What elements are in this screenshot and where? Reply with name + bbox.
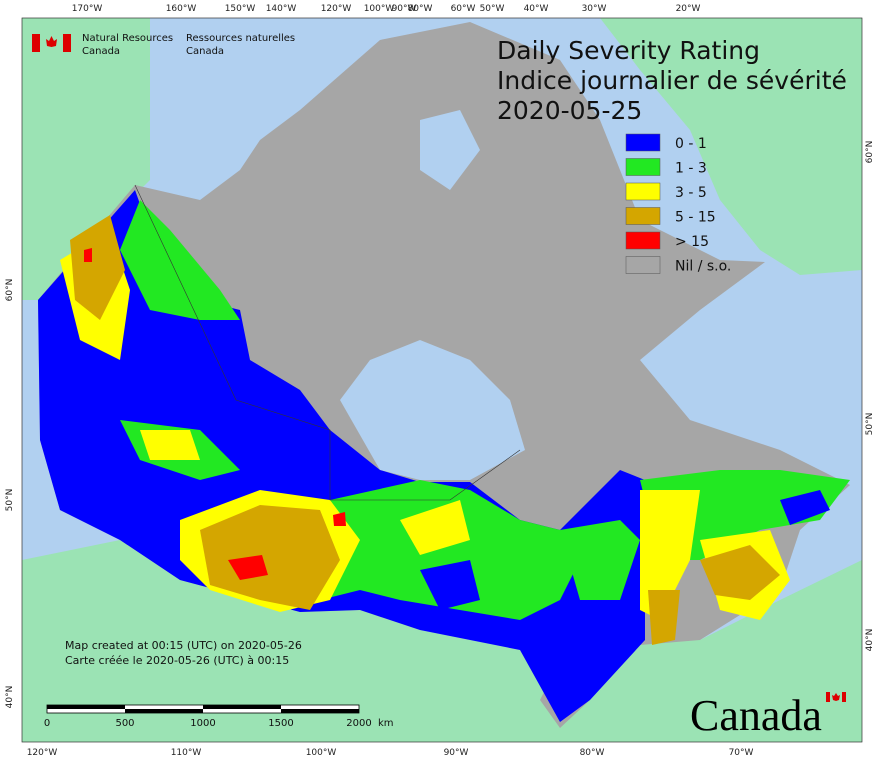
- legend-label: 5 - 15: [675, 210, 716, 226]
- canada-wordmark: Canada: [690, 691, 822, 740]
- lon-label: 40°W: [524, 4, 549, 14]
- zone-0-1: [420, 560, 480, 610]
- scale-label: 500: [115, 718, 134, 729]
- title: Indice journalier de sévérité: [497, 66, 847, 95]
- lon-label: 70°W: [729, 748, 754, 758]
- lon-label: 120°W: [321, 4, 352, 14]
- lon-label: 30°W: [582, 4, 607, 14]
- hudson-bay: [340, 340, 525, 480]
- zone-1-3: [120, 200, 240, 320]
- legend-swatch: [625, 256, 661, 274]
- greenland: [600, 18, 862, 275]
- lon-label: 60°W: [451, 4, 476, 14]
- agency-en: Canada: [82, 46, 120, 57]
- lon-label: 160°W: [166, 4, 197, 14]
- scale-label: 1000: [190, 718, 215, 729]
- lon-label: 120°W: [27, 748, 58, 758]
- title: 2020-05-25: [497, 96, 642, 125]
- agency-fr: Ressources naturelles: [186, 33, 295, 44]
- legend: 0 - 1 1 - 3 3 - 5 5 - 15 > 15 Nil / s.o.: [625, 133, 731, 275]
- lon-label: 100°W: [306, 748, 337, 758]
- frame-border: [21, 17, 863, 743]
- agency-en: Natural Resources: [82, 33, 173, 44]
- alaska: [22, 18, 150, 300]
- zone-5-15: [700, 545, 780, 600]
- nrcan-logo: Natural Resources Canada Ressources natu…: [32, 33, 295, 57]
- lat-label: 50°N: [865, 413, 875, 436]
- scale-label: 2000: [346, 718, 371, 729]
- lat-label: 60°N: [865, 141, 875, 164]
- lon-label: 100°W: [364, 4, 395, 14]
- wordmark-leaf: [832, 693, 840, 701]
- zone-gt-15: [84, 248, 92, 262]
- scale-segment: [125, 709, 203, 713]
- flag-bar: [32, 34, 40, 52]
- lat-label: 60°N: [5, 279, 15, 302]
- zone-3-5: [140, 430, 200, 460]
- legend-label: 1 - 3: [675, 161, 707, 177]
- zone-3-5: [400, 500, 470, 555]
- maple-leaf: [46, 36, 57, 47]
- legend-swatch: [625, 231, 661, 250]
- zone-3-5: [640, 490, 700, 620]
- flag-bar: [63, 34, 71, 52]
- lon-label: 90°W: [392, 4, 417, 14]
- province-border: [134, 184, 521, 501]
- legend-label: 0 - 1: [675, 136, 707, 152]
- wordmark-flag: [842, 692, 846, 702]
- legend-label: Nil / s.o.: [675, 259, 731, 275]
- lat-label: 50°N: [5, 489, 15, 512]
- legend-label: > 15: [675, 234, 709, 250]
- legend-swatch: [625, 207, 661, 225]
- scale-segment: [203, 705, 281, 709]
- scale-segment: [281, 709, 359, 713]
- lat-label: 40°N: [5, 686, 15, 709]
- agency-fr: Canada: [186, 46, 224, 57]
- lon-label: 90°W: [444, 748, 469, 758]
- zone-gt-15: [228, 555, 268, 580]
- credit: Carte créée le 2020-05-26 (UTC) à 00:15: [65, 654, 289, 667]
- lon-label: 150°W: [225, 4, 256, 14]
- lon-label: 140°W: [266, 4, 297, 14]
- lon-label: 80°W: [580, 748, 605, 758]
- map-frame: [21, 17, 863, 743]
- zone-5-15: [70, 215, 125, 320]
- legend-swatch: [625, 182, 661, 201]
- lon-label: 80°W: [408, 4, 433, 14]
- scale-segment: [47, 705, 125, 709]
- zone-gt-15: [333, 512, 346, 526]
- zone-1-3: [300, 480, 580, 620]
- united-states: [22, 540, 862, 742]
- lon-label: 50°W: [480, 4, 505, 14]
- scale-label: 0: [44, 718, 50, 729]
- graticule-top: 170°W 160°W 150°W 140°W 120°W 100°W 90°W…: [72, 4, 701, 14]
- channel: [420, 110, 480, 190]
- lon-label: 170°W: [72, 4, 103, 14]
- title: Daily Severity Rating: [497, 36, 760, 65]
- scale-bar: 0 500 1000 1500 2000 km: [44, 704, 394, 729]
- legend-label: 3 - 5: [675, 185, 707, 201]
- credit: Map created at 00:15 (UTC) on 2020-05-26: [65, 639, 302, 652]
- lon-label: 20°W: [676, 4, 701, 14]
- zone-0-1: [780, 490, 830, 525]
- lat-label: 40°N: [865, 629, 875, 652]
- graticule-right: 60°N 50°N 40°N: [865, 141, 875, 652]
- zone-1-3: [560, 520, 640, 600]
- zone-5-15: [648, 590, 680, 645]
- scale-label: 1500: [268, 718, 293, 729]
- lon-label: 110°W: [171, 748, 202, 758]
- wordmark-flag: [826, 692, 830, 702]
- graticule-bottom: 120°W 110°W 100°W 90°W 80°W 70°W: [27, 748, 754, 758]
- graticule-left: 60°N 50°N 40°N: [5, 279, 15, 709]
- legend-swatch: [625, 133, 661, 152]
- scale-unit: km: [378, 718, 394, 729]
- zone-5-15: [200, 505, 340, 610]
- legend-swatch: [625, 158, 661, 176]
